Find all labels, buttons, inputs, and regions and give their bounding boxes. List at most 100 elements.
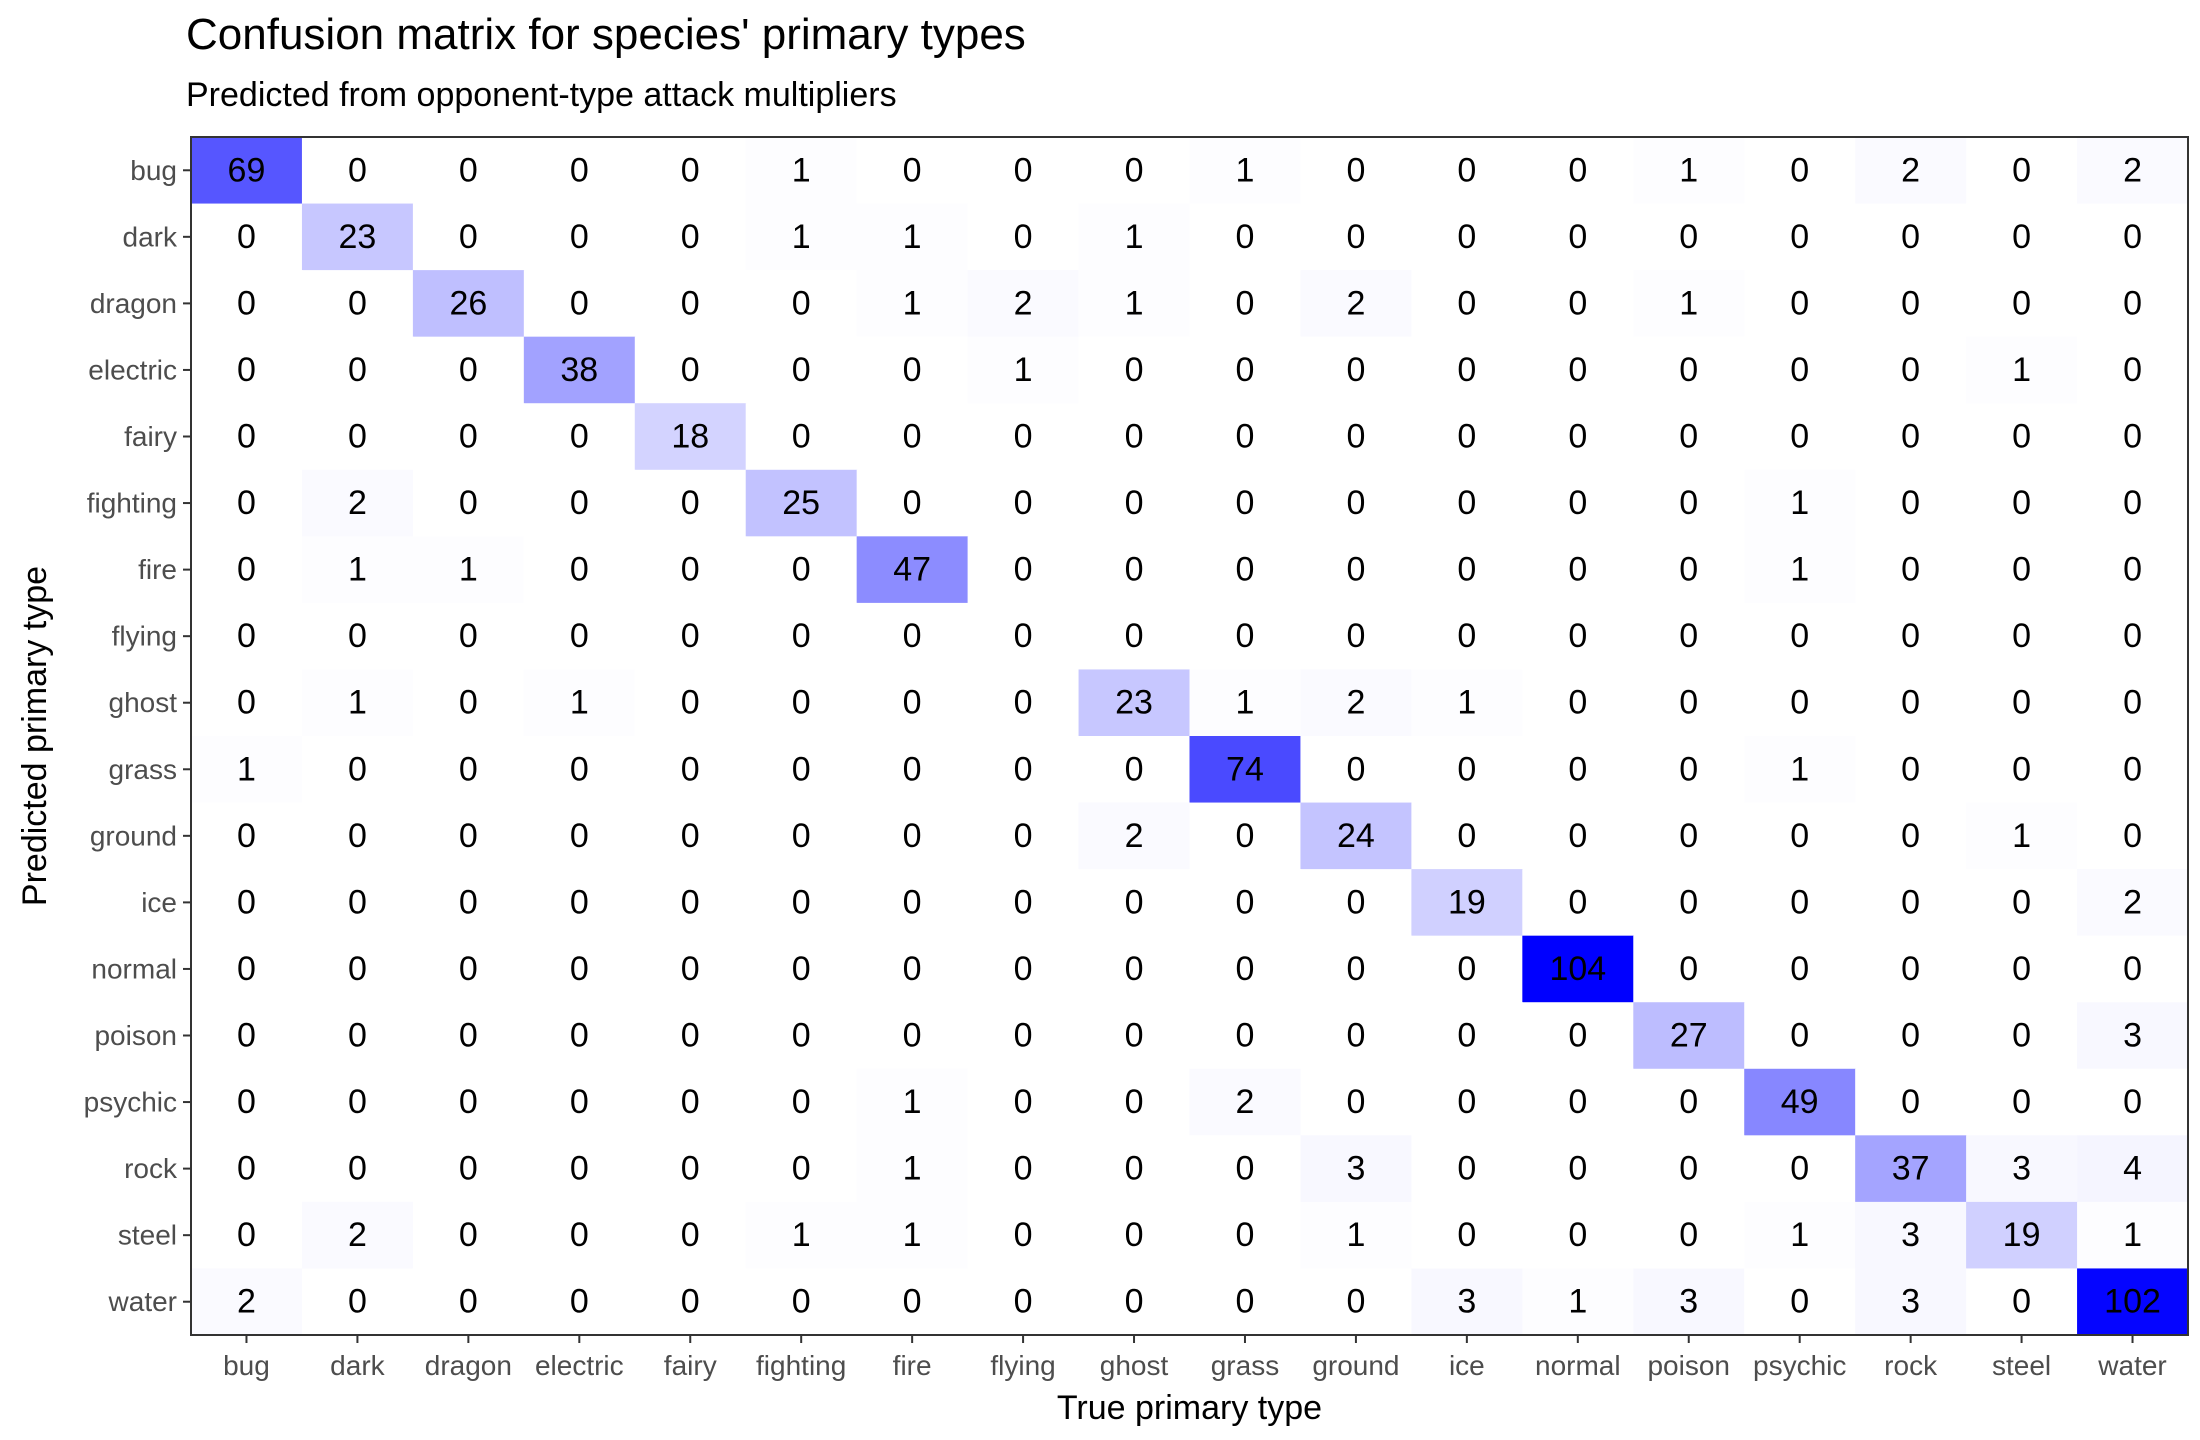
heatmap-cell [1855, 270, 1967, 338]
heatmap-cell [1411, 336, 1523, 404]
cell-value-label: 0 [459, 750, 478, 788]
heatmap-cell [1300, 137, 1412, 205]
cell-value-label: 0 [1236, 1017, 1255, 1055]
cell-value-label: 0 [681, 617, 700, 655]
cell-value-label: 1 [1568, 1283, 1587, 1321]
heatmap-cell [745, 203, 858, 271]
cell-value-label: 0 [348, 750, 367, 788]
cell-value-label: 1 [1679, 284, 1698, 322]
cell-value-label: 0 [903, 684, 922, 722]
cell-value-label: 0 [348, 817, 367, 855]
cell-value-label: 0 [792, 1083, 811, 1121]
heatmap-cell [2077, 1002, 2189, 1070]
cell-value-label: 0 [1790, 351, 1809, 389]
x-tick-label-steel: steel [1992, 1350, 2051, 1381]
heatmap-cell [1522, 1268, 1634, 1336]
x-tick-label-dragon: dragon [425, 1350, 512, 1381]
heatmap-cell [1300, 869, 1412, 937]
cell-value-label: 0 [1236, 950, 1255, 988]
cell-value-label: 0 [570, 551, 589, 589]
cell-value-label: 0 [2012, 1083, 2031, 1121]
heatmap-cell [856, 137, 969, 205]
cell-value-label: 0 [792, 684, 811, 722]
heatmap-cell [2077, 869, 2189, 937]
cell-value-label: 0 [348, 883, 367, 921]
cell-value-label: 0 [2012, 551, 2031, 589]
heatmap-cell [967, 669, 1080, 737]
heatmap-cell [1300, 270, 1412, 338]
heatmap-cell [1633, 203, 1745, 271]
heatmap-cell [1522, 869, 1634, 937]
heatmap-cell [1189, 1201, 1302, 1270]
heatmap-cell [301, 602, 414, 671]
heatmap-cell [1855, 1268, 1967, 1336]
heatmap-cell [2077, 669, 2189, 737]
cell-value-label: 19 [1448, 883, 1486, 921]
heatmap-cell [301, 203, 414, 271]
heatmap-cell [1855, 336, 1967, 404]
heatmap-cell [523, 203, 636, 271]
heatmap-cell [1189, 1002, 1302, 1070]
cell-value-label: 0 [681, 1017, 700, 1055]
heatmap-cell [1189, 736, 1302, 804]
heatmap-cell [856, 203, 969, 271]
x-axis-title: True primary type [1057, 1389, 1322, 1427]
cell-value-label: 0 [2123, 418, 2142, 456]
heatmap-cell [1966, 1201, 2078, 1270]
heatmap-cell [191, 1002, 303, 1070]
cell-value-label: 0 [2123, 484, 2142, 522]
cell-value-label: 102 [2104, 1283, 2161, 1321]
heatmap-cell [1633, 802, 1745, 870]
cell-value-label: 0 [1014, 1216, 1033, 1254]
cell-value-label: 0 [459, 817, 478, 855]
cell-value-label: 0 [792, 750, 811, 788]
cell-value-label: 0 [459, 1083, 478, 1121]
heatmap-cell [301, 403, 414, 471]
cell-value-label: 0 [1679, 551, 1698, 589]
cell-value-label: 0 [792, 617, 811, 655]
heatmap-cell [523, 137, 636, 205]
heatmap-cell [2077, 403, 2189, 471]
heatmap-cell [2077, 137, 2189, 205]
cell-value-label: 0 [1568, 750, 1587, 788]
heatmap-cell [634, 336, 747, 404]
heatmap-cell [1411, 536, 1523, 604]
x-tick-label-fire: fire [893, 1350, 932, 1381]
cell-value-label: 1 [1790, 551, 1809, 589]
heatmap-cell [634, 403, 747, 471]
cell-value-label: 0 [681, 1083, 700, 1121]
cell-value-label: 0 [1125, 351, 1144, 389]
cell-value-label: 0 [1346, 883, 1365, 921]
heatmap-cell [412, 802, 525, 870]
cell-value-label: 0 [2123, 551, 2142, 589]
heatmap-cell [634, 1002, 747, 1070]
cell-value-label: 0 [1679, 1216, 1698, 1254]
heatmap-cell [1744, 1135, 1856, 1203]
heatmap-cell [1744, 602, 1856, 671]
cell-value-label: 0 [1901, 351, 1920, 389]
heatmap-cell [191, 802, 303, 870]
cell-value-label: 0 [570, 218, 589, 256]
heatmap-cell [191, 602, 303, 671]
cell-value-label: 1 [792, 1216, 811, 1254]
heatmap-cell [745, 869, 858, 937]
heatmap-cell [1411, 736, 1523, 804]
heatmap-cell [523, 536, 636, 604]
heatmap-cell [1078, 669, 1191, 737]
heatmap-cell [1855, 1002, 1967, 1070]
cell-value-label: 0 [1014, 684, 1033, 722]
cell-value-label: 0 [348, 284, 367, 322]
heatmap-cell [412, 1002, 525, 1070]
heatmap-cell [856, 536, 969, 604]
heatmap-cell [301, 336, 414, 404]
cell-value-label: 0 [1790, 1017, 1809, 1055]
heatmap-cell [412, 469, 525, 537]
cell-value-label: 0 [1125, 1216, 1144, 1254]
cell-value-label: 0 [237, 617, 256, 655]
heatmap-cell [634, 137, 747, 205]
heatmap-cell [1855, 802, 1967, 870]
y-tick-label-dark: dark [123, 221, 178, 252]
cell-value-label: 2 [1236, 1083, 1255, 1121]
cell-value-label: 1 [2012, 817, 2031, 855]
heatmap-cell [2077, 536, 2189, 604]
